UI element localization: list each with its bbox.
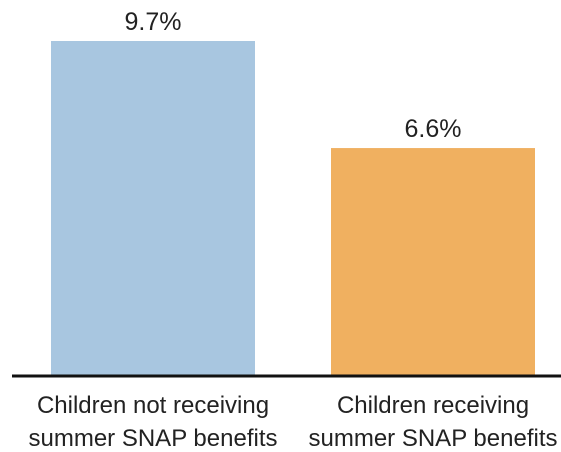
bars-layer <box>51 41 535 376</box>
bar-1 <box>51 41 255 376</box>
category-labels-layer: Children not receiving summer SNAP benefi… <box>29 392 558 452</box>
value-label-1: 9.7% <box>125 8 182 36</box>
category-label-1-line-1: Children not receiving <box>37 392 269 419</box>
category-label-2-line-1: Children receiving <box>337 392 529 419</box>
category-label-1-line-2: summer SNAP benefits <box>29 425 278 452</box>
value-label-2: 6.6% <box>405 115 462 143</box>
value-labels-layer: 9.7% 6.6% <box>125 8 462 143</box>
bar-2 <box>331 148 535 376</box>
category-label-2-line-2: summer SNAP benefits <box>309 425 558 452</box>
